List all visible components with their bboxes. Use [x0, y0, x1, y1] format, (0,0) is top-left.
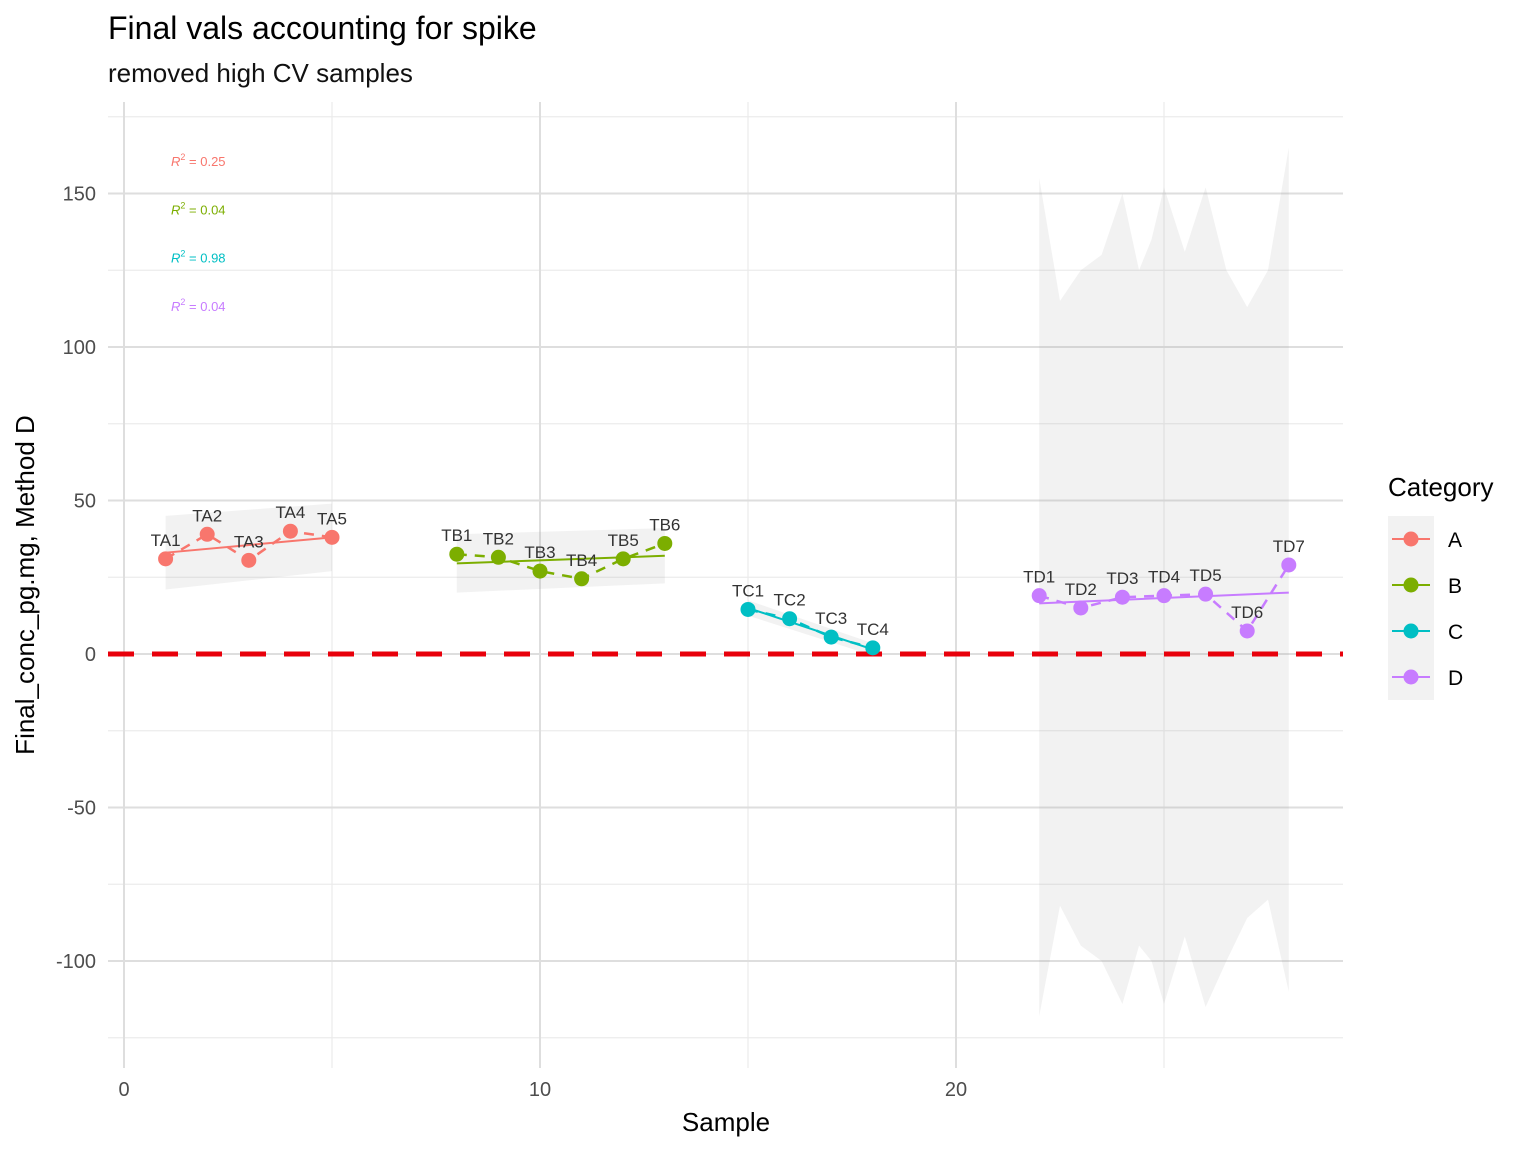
x-axis-title: Sample	[682, 1107, 770, 1137]
data-point	[1031, 588, 1047, 604]
point-label: TA4	[275, 503, 305, 522]
y-tick-label: -100	[56, 951, 96, 973]
data-point	[1239, 623, 1255, 639]
legend-key-point	[1403, 669, 1419, 685]
point-label: TD1	[1023, 568, 1055, 587]
point-label: TA5	[317, 509, 347, 528]
point-label: TA1	[151, 531, 181, 550]
data-point	[782, 611, 798, 627]
x-tick-label: 10	[529, 1079, 551, 1101]
data-point	[1198, 586, 1214, 602]
point-label: TD2	[1065, 580, 1097, 599]
point-label: TD5	[1190, 566, 1222, 585]
data-point	[199, 526, 215, 542]
point-label: TB2	[483, 529, 514, 548]
point-label: TD7	[1273, 537, 1305, 556]
point-label-layer: TA1 TA2 TA3 TA4 TA5 TB1 TB2 TB3 TB4 TB5 TB6 TC1 TC2 T…	[151, 503, 1305, 639]
y-tick-label: 0	[85, 644, 96, 666]
r2-label-B: R2 = 0.04	[171, 200, 226, 217]
point-label: TB3	[524, 543, 555, 562]
fit-line-A	[165, 536, 333, 554]
legend-key-point	[1403, 531, 1419, 547]
y-tick-label: 100	[63, 337, 96, 359]
r2-label-A: R2 = 0.25	[171, 152, 226, 169]
data-point	[282, 523, 298, 539]
point-label: TD3	[1106, 569, 1138, 588]
point-layer	[158, 523, 1297, 656]
x-tick-label: 20	[945, 1079, 967, 1101]
x-tick-label: 0	[118, 1079, 129, 1101]
point-label: TA2	[192, 506, 222, 525]
data-point	[1156, 588, 1172, 604]
legend-title: Category	[1388, 472, 1494, 502]
point-label: TC4	[857, 620, 889, 639]
legend-key-point	[1403, 623, 1419, 639]
data-point	[1281, 557, 1297, 573]
point-label: TC1	[732, 581, 764, 600]
point-label: TB1	[441, 526, 472, 545]
legend-label-C: C	[1448, 621, 1463, 644]
data-point	[657, 535, 673, 551]
data-point	[823, 629, 839, 645]
point-label: TA3	[234, 532, 264, 551]
legend-label-D: D	[1448, 667, 1463, 690]
point-label: TD4	[1148, 568, 1180, 587]
point-label: TB5	[608, 531, 639, 550]
data-point	[615, 551, 631, 567]
legend-label-A: A	[1448, 529, 1462, 552]
point-label: TC2	[774, 591, 806, 610]
data-point	[574, 571, 590, 587]
chart-title: Final vals accounting for spike	[108, 10, 537, 46]
point-label: TB4	[566, 551, 597, 570]
data-point	[1073, 600, 1089, 616]
confidence-ribbon-D	[1039, 147, 1289, 1017]
point-label: TC3	[815, 609, 847, 628]
data-point	[490, 549, 506, 565]
chart-subtitle: removed high CV samples	[108, 58, 413, 88]
data-point	[449, 546, 465, 562]
r2-label-C: R2 = 0.98	[171, 249, 226, 266]
legend-key-point	[1403, 577, 1419, 593]
y-tick-label: 50	[74, 491, 96, 513]
y-tick-label: 150	[63, 184, 96, 206]
data-point	[241, 552, 257, 568]
data-point	[1114, 589, 1130, 605]
y-tick-label: -50	[67, 798, 96, 820]
point-label: TD6	[1231, 603, 1263, 622]
r2-annotation-layer: R2 = 0.25 R2 = 0.04 R2 = 0.98 R2 = 0.04	[171, 152, 226, 314]
data-point	[158, 551, 174, 567]
data-point	[324, 529, 340, 545]
y-axis-title: Final_conc_pg.mg, Method D	[10, 415, 40, 755]
series-line-C	[747, 608, 874, 650]
data-point	[740, 601, 756, 617]
r2-label-D: R2 = 0.04	[171, 297, 226, 314]
data-point	[532, 563, 548, 579]
point-label: TB6	[649, 515, 680, 534]
data-point	[865, 640, 881, 656]
legend-label-B: B	[1448, 575, 1462, 598]
axis-layer: 0 10 20 -100 -50 0 50 100 150 Sample Final_conc_pg…	[10, 184, 967, 1138]
